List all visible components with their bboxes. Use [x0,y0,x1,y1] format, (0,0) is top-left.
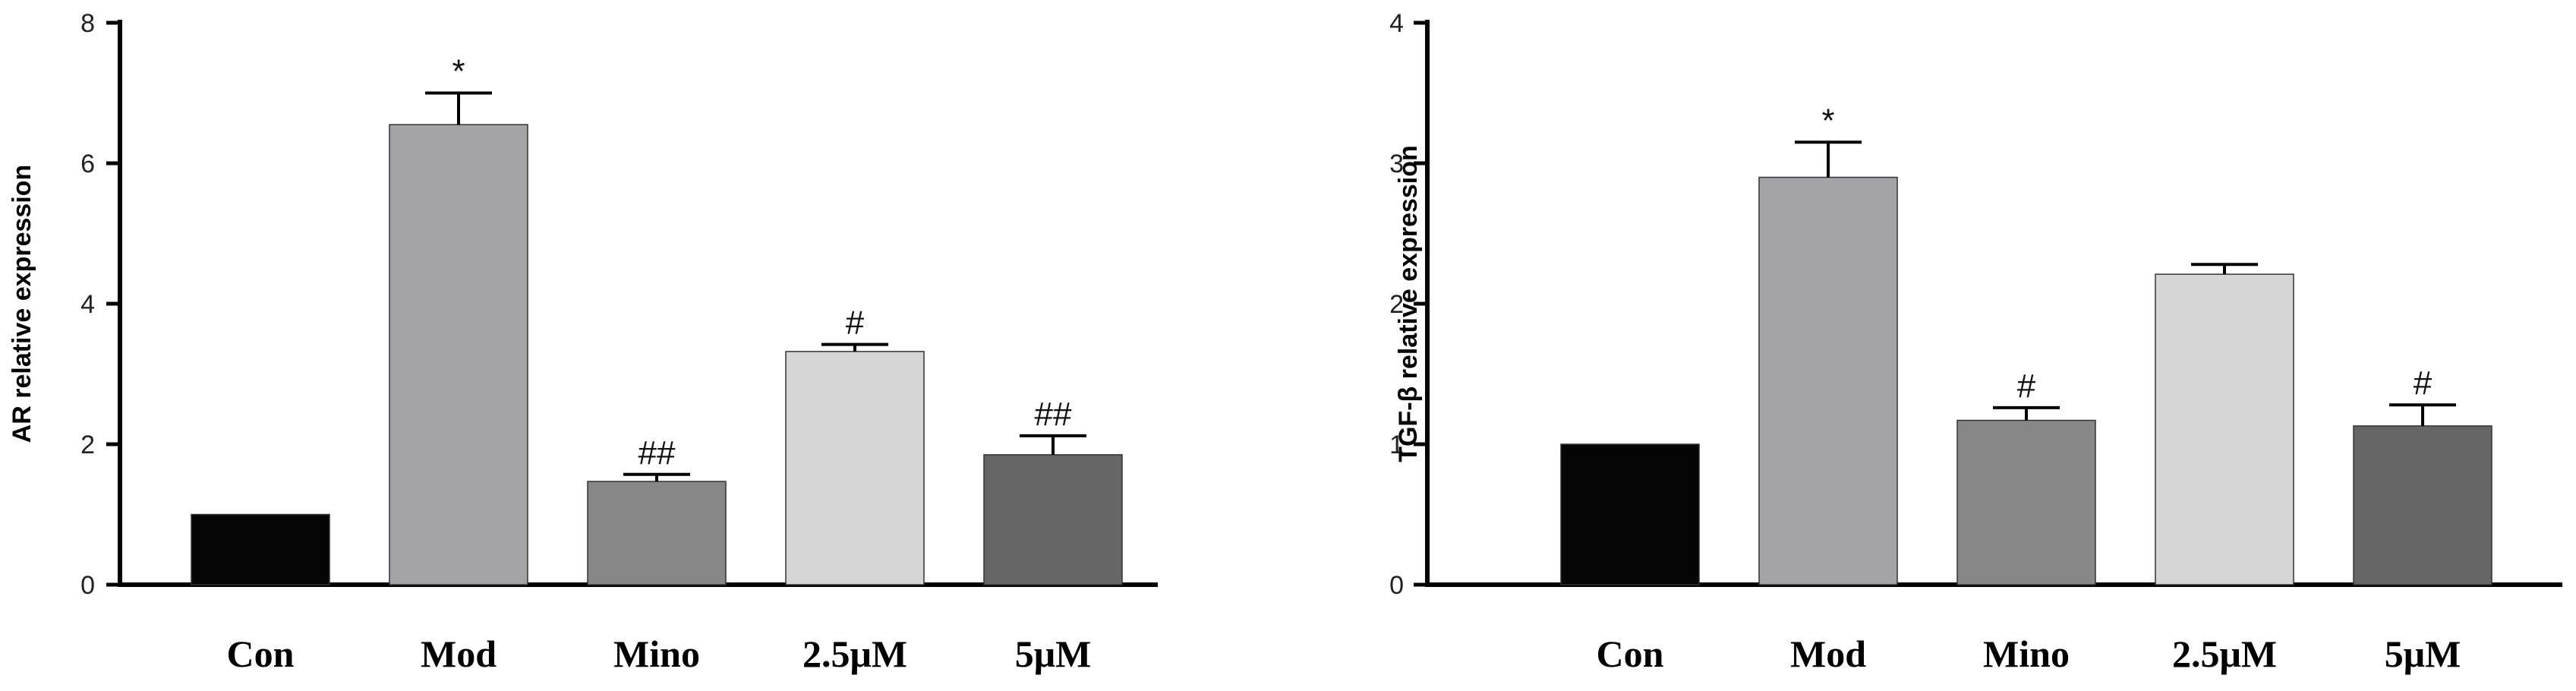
significance-marker: ## [638,434,676,472]
bar [785,351,925,585]
tgf-beta-expression-chart: 0 1 2 3 4 TGF-β relative expression Con * Mod # Mi… [1389,9,2562,675]
y-axis-title: TGF-β relative expression [1394,145,1423,462]
significance-marker: # [846,304,865,342]
significance-marker: # [2017,368,2036,405]
ar-expression-chart: 0 2 4 6 8 AR relative expression Con * Mod ## Mino… [8,9,1158,675]
category-label: Mino [1983,633,2070,675]
category-label: Con [227,633,295,675]
bar [389,124,528,585]
bar [1560,443,1700,585]
significance-marker: * [1821,102,1834,139]
significance-marker: # [2414,364,2433,402]
bar [2353,425,2492,585]
y-tick-label: 4 [1389,9,1404,38]
y-tick-label: 8 [80,9,95,38]
bar [191,513,330,585]
category-label: Mod [1790,633,1866,675]
y-tick-label: 0 [1389,571,1404,600]
y-tick-label: 0 [80,571,95,600]
category-label: Mod [421,633,497,675]
category-label: 2.5μM [2172,633,2277,675]
bar [587,481,727,585]
category-label: Con [1597,633,1664,675]
y-axis-title: AR relative expression [8,165,36,443]
bar [983,454,1123,585]
bar [1956,419,2096,585]
category-label: 5μM [2385,633,2461,675]
y-tick-label: 4 [80,290,95,319]
y-tick-label: 2 [80,431,95,459]
bar [2155,273,2294,585]
bar [1758,176,1898,585]
category-label: 5μM [1015,633,1092,675]
y-tick-label: 6 [80,150,95,178]
y-tick-label: 1 [1389,431,1404,459]
category-label: 2.5μM [802,633,907,675]
significance-marker: ## [1035,396,1072,433]
significance-marker: * [452,53,465,90]
category-label: Mino [613,633,700,675]
y-tick-label: 3 [1389,150,1404,178]
y-tick-label: 2 [1389,290,1404,319]
